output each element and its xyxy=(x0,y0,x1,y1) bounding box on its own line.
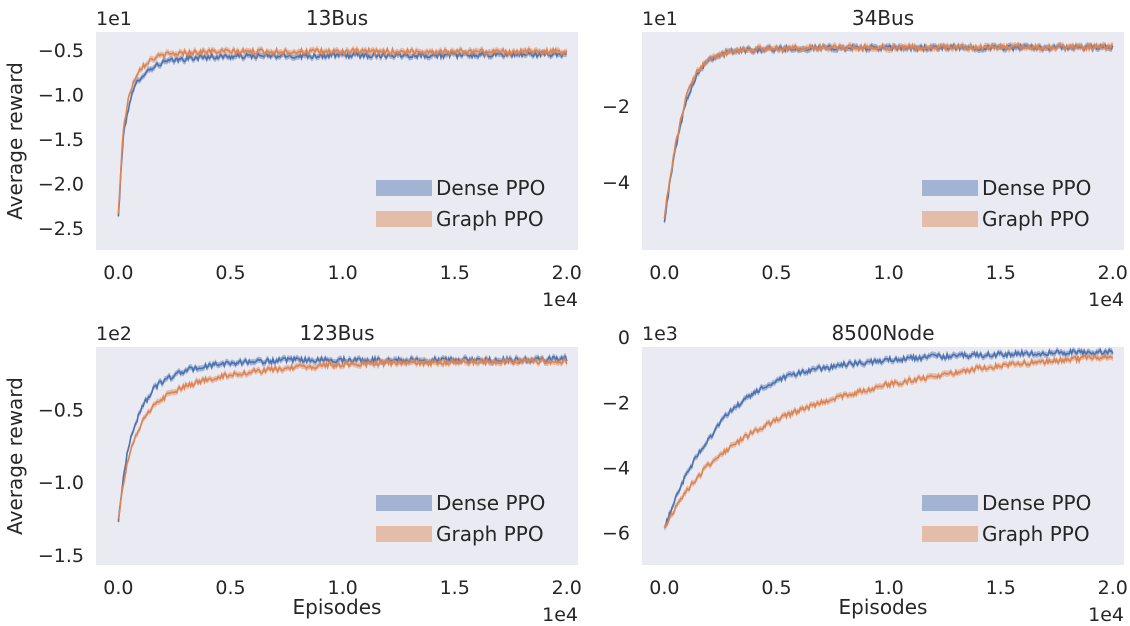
series-line-graph-ppo xyxy=(663,41,1114,219)
legend-swatch xyxy=(922,495,978,511)
subplot-34Bus: 0.0 0.5 1.0 1.5 2.0 −2 −4 1e4 1e1 34Bus Dense PPO G… xyxy=(602,6,1128,311)
x-tick-label: 1.5 xyxy=(440,262,470,284)
series-line-dense-ppo xyxy=(663,347,1114,529)
x-offset-label: 1e4 xyxy=(542,604,578,626)
x-tick-label: 1.0 xyxy=(873,262,903,284)
y-tick-label: −0.5 xyxy=(38,399,84,421)
x-tick-label: 0.5 xyxy=(215,262,245,284)
legend-box xyxy=(916,485,1116,553)
legend: Dense PPO Graph PPO xyxy=(916,170,1116,238)
y-offset-label: 1e2 xyxy=(96,323,132,345)
x-tick-label: 0.5 xyxy=(761,262,791,284)
legend-label: Dense PPO xyxy=(436,176,545,200)
legend-label: Graph PPO xyxy=(982,522,1090,546)
legend-swatch xyxy=(376,495,432,511)
legend-swatch xyxy=(922,526,978,542)
y-tick-label: −2 xyxy=(602,96,630,118)
x-tick-label: 0.0 xyxy=(649,262,679,284)
series-group xyxy=(663,347,1114,531)
x-axis-label: Episodes xyxy=(839,595,928,619)
legend-label: Graph PPO xyxy=(982,207,1090,231)
x-offset-label: 1e4 xyxy=(1088,604,1124,626)
legend-swatch xyxy=(376,180,432,196)
x-tick-label: 2.0 xyxy=(552,262,582,284)
x-tick-label: 1.5 xyxy=(440,577,470,599)
x-tick-label: 1.5 xyxy=(986,262,1016,284)
y-tick-label: 0 xyxy=(618,327,630,349)
y-tick-label: −2.5 xyxy=(38,218,84,240)
series-line-dense-ppo xyxy=(117,49,568,217)
series-group xyxy=(117,353,568,525)
legend-box xyxy=(370,485,570,553)
y-tick-label: −2.0 xyxy=(38,173,84,195)
series-line-graph-ppo xyxy=(117,46,568,214)
x-offset-label: 1e4 xyxy=(542,289,578,311)
legend-swatch xyxy=(376,526,432,542)
y-tick-label: −1.5 xyxy=(38,545,84,567)
x-tick-label: 2.0 xyxy=(1098,262,1128,284)
y-tick-label: −2 xyxy=(602,392,630,414)
y-tick-label: −1.0 xyxy=(38,84,84,106)
subplot-8500Node: 0.0 0.5 1.0 1.5 2.0 0 −2 −4 −6 1e4 1e3 8500Node Epis… xyxy=(602,321,1128,626)
x-tick-label: 1.0 xyxy=(327,577,357,599)
subplot-title: 123Bus xyxy=(300,321,375,345)
subplot-123Bus: 0.0 0.5 1.0 1.5 2.0 −0.5 −1.0 −1.5 1e4 1e2 123Bus E… xyxy=(3,321,582,626)
x-tick-label: 0.0 xyxy=(103,262,133,284)
x-tick-label: 1.0 xyxy=(327,262,357,284)
y-tick-label: −6 xyxy=(602,522,630,544)
legend: Dense PPO Graph PPO xyxy=(370,170,570,238)
y-tick-label: −4 xyxy=(602,457,630,479)
legend-box xyxy=(916,170,1116,238)
subplot-13Bus: 0.0 0.5 1.0 1.5 2.0 −0.5 −1.0 −1.5 −2.0 −2.5 1e4 1e… xyxy=(3,6,582,311)
y-tick-label: −1.0 xyxy=(38,472,84,494)
legend-label: Dense PPO xyxy=(982,176,1091,200)
x-tick-label: 0.0 xyxy=(649,577,679,599)
x-offset-label: 1e4 xyxy=(1088,289,1124,311)
legend: Dense PPO Graph PPO xyxy=(916,485,1116,553)
y-offset-label: 1e1 xyxy=(642,8,678,30)
x-tick-label: 2.0 xyxy=(1098,577,1128,599)
subplot-title: 8500Node xyxy=(831,321,934,345)
x-tick-label: 1.0 xyxy=(873,577,903,599)
y-offset-label: 1e1 xyxy=(96,8,132,30)
legend: Dense PPO Graph PPO xyxy=(370,485,570,553)
x-tick-label: 1.5 xyxy=(986,577,1016,599)
subplot-title: 34Bus xyxy=(852,6,914,30)
series-group xyxy=(117,45,568,220)
series-line-graph-ppo xyxy=(663,353,1114,528)
series-line-graph-ppo xyxy=(117,357,568,520)
legend-label: Dense PPO xyxy=(436,491,545,515)
x-axis-label: Episodes xyxy=(293,595,382,619)
x-tick-label: 0.0 xyxy=(103,577,133,599)
y-tick-label: −4 xyxy=(602,172,630,194)
legend-label: Graph PPO xyxy=(436,207,544,231)
x-tick-label: 0.5 xyxy=(761,577,791,599)
y-offset-label: 1e3 xyxy=(642,323,678,345)
y-axis-label: Average reward xyxy=(3,62,27,220)
legend-swatch xyxy=(922,211,978,227)
legend-swatch xyxy=(922,180,978,196)
y-tick-label: −1.5 xyxy=(38,129,84,151)
legend-swatch xyxy=(376,211,432,227)
series-group xyxy=(663,41,1114,226)
legend-label: Dense PPO xyxy=(982,491,1091,515)
legend-label: Graph PPO xyxy=(436,522,544,546)
y-axis-label: Average reward xyxy=(3,377,27,535)
x-tick-label: 0.5 xyxy=(215,577,245,599)
legend-box xyxy=(370,170,570,238)
x-tick-label: 2.0 xyxy=(552,577,582,599)
y-tick-label: −0.5 xyxy=(38,40,84,62)
subplot-title: 13Bus xyxy=(306,6,368,30)
